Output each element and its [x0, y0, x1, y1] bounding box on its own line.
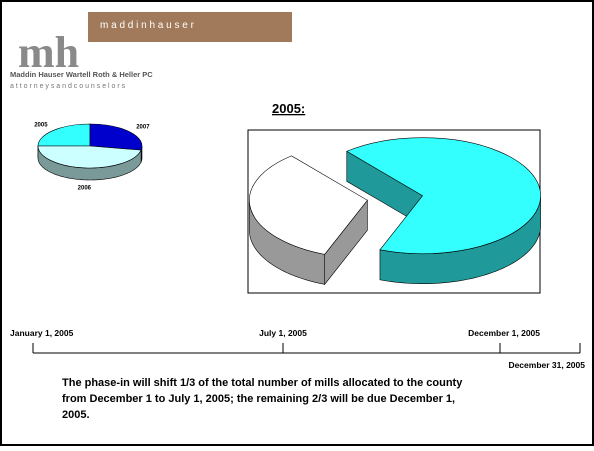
timeline-label: December 1, 2005 [468, 328, 540, 338]
chart-title: 2005: [272, 101, 305, 116]
pie-label: 2006 [78, 185, 92, 191]
timeline-label: July 1, 2005 [259, 328, 307, 338]
pie-label: 2005 [34, 122, 48, 128]
caption-line: 2005. [62, 409, 90, 421]
logo-monogram: mh [18, 28, 79, 77]
caption-line: from December 1 to July 1, 2005; the rem… [62, 393, 455, 405]
pie-slice [37, 123, 91, 147]
timeline-label: January 1, 2005 [10, 328, 74, 338]
pie-label: 2007 [136, 124, 150, 130]
pie-slice [89, 123, 143, 151]
pie-slice [37, 145, 142, 169]
logo-brand: m a d d i n h a u s e r [100, 20, 195, 31]
logo-tagline: a t t o r n e y s a n d c o u n s e l o … [10, 83, 126, 90]
timeline-label: December 31, 2005 [508, 360, 585, 370]
pie-slice [346, 137, 541, 255]
pie-slice [249, 155, 368, 255]
caption-line: The phase-in will shift 1/3 of the total… [62, 377, 463, 389]
logo-bar [88, 12, 292, 42]
logo-bg [10, 26, 88, 68]
logo-firm: Maddin Hauser Wartell Roth & Heller PC [10, 70, 153, 79]
